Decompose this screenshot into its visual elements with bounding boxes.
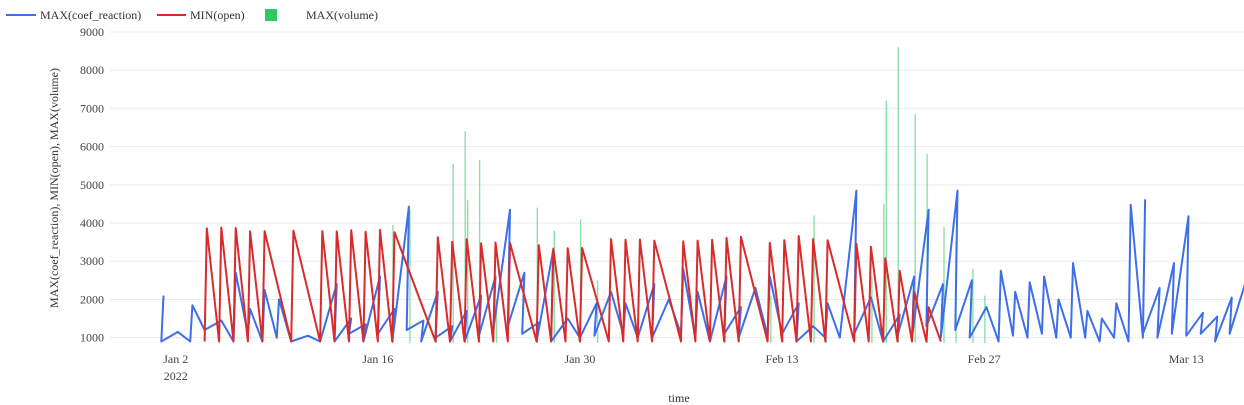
y-tick-label: 6000 — [80, 140, 104, 154]
volume-bar — [943, 226, 945, 343]
y-tick-label: 8000 — [80, 63, 104, 77]
plot-area — [160, 47, 1244, 344]
y-axis-ticks: 1000 2000 3000 4000 5000 6000 7000 8000 9000 — [80, 25, 104, 345]
y-tick-label: 4000 — [80, 216, 104, 230]
volume-bar — [409, 209, 411, 343]
y-axis-title: MAX(coef_reaction), MIN(open), MAX(volum… — [47, 68, 61, 308]
x-tick-sublabel: 2022 — [164, 369, 188, 383]
volume-bar — [495, 299, 498, 343]
legend: MAX(coef_reaction) MIN(open) MAX(volume) — [6, 8, 378, 22]
volume-bar — [897, 47, 899, 344]
x-tick-label: Jan 30 — [564, 352, 595, 366]
volume-bar — [885, 100, 887, 343]
series-lines — [160, 189, 1244, 343]
volume-bar — [972, 268, 974, 343]
volume-bar — [984, 295, 986, 343]
y-tick-label: 5000 — [80, 178, 104, 192]
y-tick-label: 2000 — [80, 292, 104, 306]
x-tick-label: Mar 13 — [1169, 352, 1204, 366]
legend-label-coef-reaction[interactable]: MAX(coef_reaction) — [40, 8, 141, 22]
series-line-coef-reaction — [160, 189, 1244, 343]
volume-bar — [770, 295, 772, 343]
x-axis-ticks: Jan 2 2022 Jan 16 Jan 30 Feb 13 Feb 27 Mar 13 — [163, 352, 1204, 383]
volume-bar — [871, 276, 873, 343]
volume-bar — [813, 215, 815, 343]
volume-bar — [914, 114, 916, 343]
volume-bar — [467, 200, 469, 343]
volume-bar — [883, 203, 885, 343]
y-tick-label: 1000 — [80, 331, 104, 345]
volume-bar — [464, 131, 466, 343]
y-tick-label: 9000 — [80, 25, 104, 39]
x-tick-label: Jan 2 — [163, 352, 188, 366]
x-tick-label: Jan 16 — [362, 352, 393, 366]
volume-bar — [478, 160, 481, 343]
x-tick-label: Feb 27 — [968, 352, 1001, 366]
x-axis-title: time — [668, 391, 689, 405]
legend-label-min-open[interactable]: MIN(open) — [190, 8, 245, 22]
x-tick-label: Feb 13 — [766, 352, 799, 366]
y-tick-label: 7000 — [80, 101, 104, 115]
gridlines — [110, 31, 1244, 339]
legend-swatch-max-volume[interactable] — [265, 9, 277, 21]
y-tick-label: 3000 — [80, 254, 104, 268]
series-line-min-open — [203, 226, 942, 343]
volume-bar — [553, 230, 555, 343]
legend-label-max-volume[interactable]: MAX(volume) — [306, 8, 378, 22]
volume-bar — [596, 280, 599, 343]
